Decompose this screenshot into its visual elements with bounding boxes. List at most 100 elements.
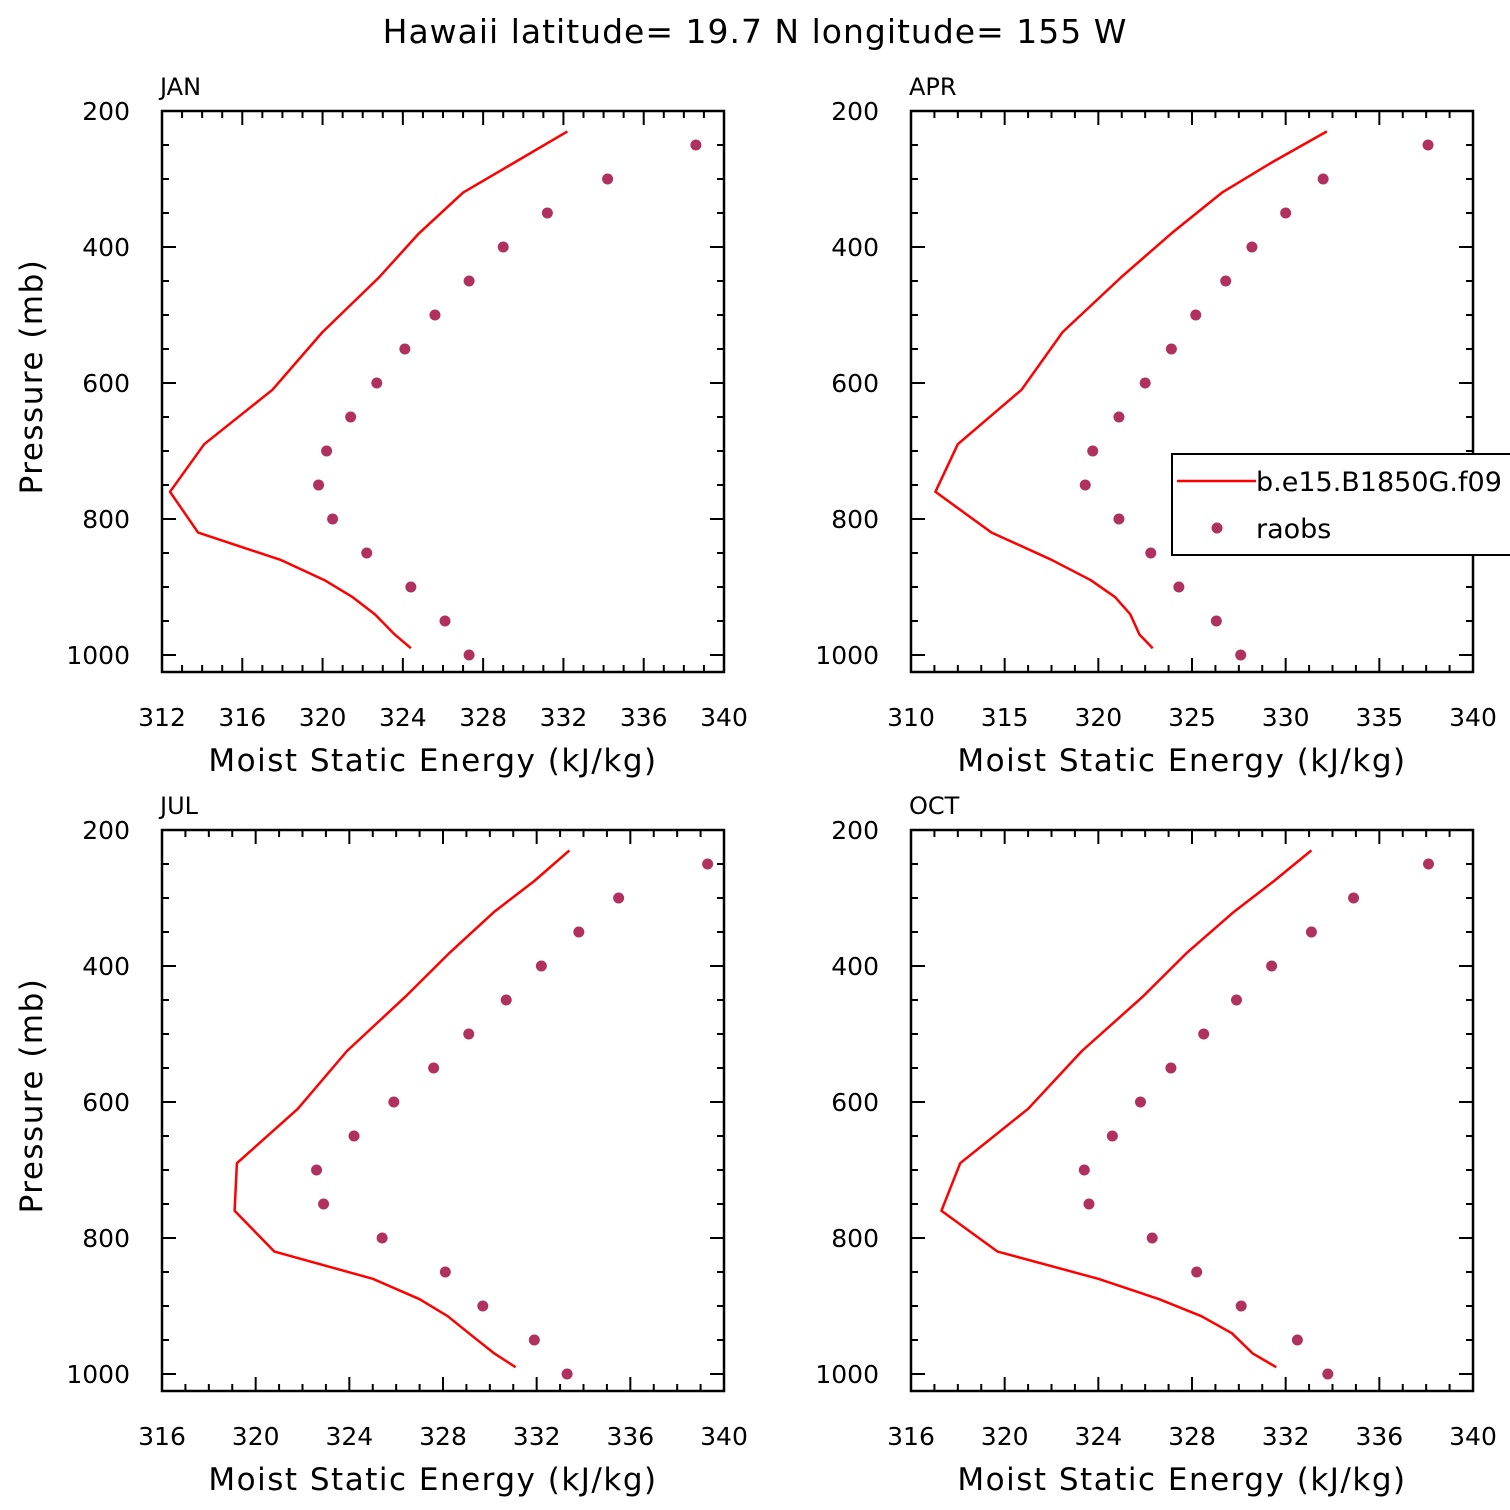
raobs-point [321,445,333,457]
raobs-point [1079,479,1091,491]
x-tick-label: 324 [1074,1422,1122,1451]
raobs-point [1246,241,1258,253]
raobs-point [1422,139,1434,151]
raobs-point [1230,994,1242,1006]
y-tick-label: 400 [831,233,879,262]
x-axis-label: Moist Static Energy (kJ/kg) [957,1462,1406,1498]
x-tick-label: 312 [138,703,186,732]
plot-frame [909,109,1475,674]
y-tick-label: 200 [831,97,879,126]
y-tick-label: 800 [831,505,879,534]
raobs-point [477,1300,489,1312]
raobs-point [371,377,383,389]
raobs-point [1348,892,1360,904]
x-tick-label: 340 [700,703,748,732]
y-tick-label: 800 [82,1224,130,1253]
x-tick-label: 335 [1355,703,1403,732]
legend-model-label: b.e15.B1850G.f09 [1256,467,1502,498]
x-tick-label: 336 [620,703,668,732]
raobs-point [1235,649,1247,661]
raobs-point [1173,581,1185,593]
x-tick-label: 340 [700,1422,748,1451]
raobs-point [1322,1368,1334,1380]
panel-title: JUL [158,792,199,820]
y-tick-label: 1000 [66,641,130,670]
raobs-point [1113,513,1125,525]
plot-frame [160,828,726,1393]
raobs-point [702,858,714,870]
raobs-point [1145,547,1157,559]
raobs-point [1165,1062,1177,1074]
y-tick-label: 1000 [815,641,879,670]
y-tick-label: 200 [82,97,130,126]
legend-obs-label: raobs [1256,514,1331,545]
raobs-point [463,649,475,661]
raobs-point [1291,1334,1303,1346]
raobs-point [361,547,373,559]
x-tick-label: 336 [606,1422,654,1451]
panel-title: JAN [158,73,201,101]
model-series-line [940,849,1313,1369]
raobs-point [1210,615,1222,627]
y-tick-label: 400 [831,952,879,981]
raobs-point [690,139,702,151]
raobs-point [1235,1300,1247,1312]
raobs-point [1198,1028,1210,1040]
x-tick-label: 316 [887,1422,935,1451]
figure-title: Hawaii latitude= 19.7 N longitude= 155 W [382,12,1128,51]
raobs-point [1191,1266,1203,1278]
raobs-point [1165,343,1177,355]
raobs-point [500,994,512,1006]
raobs-point [388,1096,400,1108]
y-tick-label: 600 [831,369,879,398]
y-tick-label: 800 [831,1224,879,1253]
raobs-point [573,926,585,938]
raobs-point [313,479,325,491]
x-tick-label: 316 [138,1422,186,1451]
legend-box [1171,453,1510,556]
x-tick-label: 320 [299,703,347,732]
y-axis-label: Pressure (mb) [14,259,50,495]
raobs-point [1083,1198,1095,1210]
raobs-point [399,343,411,355]
y-axis-label: Pressure (mb) [14,978,50,1214]
raobs-point [345,411,357,423]
x-tick-label: 316 [218,703,266,732]
x-tick-label: 328 [459,703,507,732]
raobs-point [439,615,451,627]
x-tick-label: 325 [1168,703,1216,732]
y-tick-label: 400 [82,233,130,262]
legend: b.e15.B1850G.f09 raobs [1171,453,1510,556]
x-tick-label: 320 [232,1422,280,1451]
y-tick-label: 800 [82,505,130,534]
x-tick-label: 315 [981,703,1029,732]
x-axis-label: Moist Static Energy (kJ/kg) [208,1462,657,1498]
x-tick-label: 320 [1074,703,1122,732]
raobs-point [1220,275,1232,287]
x-tick-label: 340 [1449,1422,1497,1451]
panel-apr: 310 315 320 325 330 335 340 200 400 600 800 1000 Moi… [815,73,1496,779]
raobs-point [561,1368,573,1380]
raobs-point [602,173,614,185]
x-tick-label: 328 [1168,1422,1216,1451]
raobs-point [463,1028,475,1040]
panel-title: APR [909,73,957,101]
raobs-point [1423,858,1435,870]
x-tick-label: 332 [513,1422,561,1451]
raobs-point [1087,445,1099,457]
model-series-line [168,130,569,650]
x-tick-label: 332 [1262,1422,1310,1451]
raobs-point [1317,173,1329,185]
raobs-point [1280,207,1292,219]
raobs-point [311,1164,323,1176]
panel-title: OCT [909,792,960,820]
raobs-point [376,1232,388,1244]
x-tick-label: 336 [1355,1422,1403,1451]
x-axis-label: Moist Static Energy (kJ/kg) [208,743,657,779]
y-tick-label: 600 [831,1088,879,1117]
y-tick-label: 1000 [815,1360,879,1389]
raobs-point [1134,1096,1146,1108]
y-tick-label: 600 [82,1088,130,1117]
raobs-point [541,207,553,219]
